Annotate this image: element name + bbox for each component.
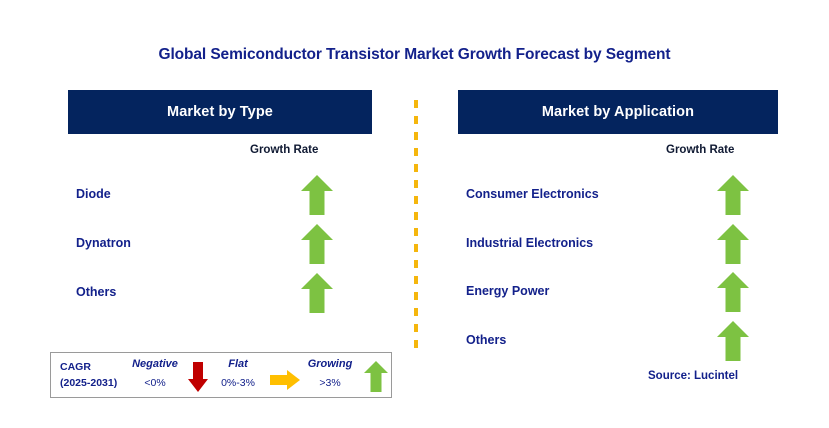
list-item[interactable]: Others — [458, 320, 778, 369]
panel-market-by-type: Market by Type Growth Rate Diode Dynatro… — [68, 90, 372, 313]
arrow-up-icon — [300, 174, 334, 216]
arrow-right-icon — [269, 369, 301, 391]
legend-entry-negative: Negative <0% — [127, 357, 183, 391]
segment-label: Energy Power — [466, 284, 550, 298]
segment-label: Dynatron — [76, 236, 131, 250]
legend-title-line1: CAGR — [60, 361, 91, 373]
source-note: Source: Lucintel — [648, 370, 739, 382]
arrow-up-icon — [300, 272, 334, 314]
legend-entry-name: Growing — [307, 358, 353, 370]
legend-entry-name: Flat — [228, 358, 248, 370]
segment-label: Others — [76, 285, 117, 299]
legend-entry-value: <0% — [144, 377, 166, 389]
segment-label: Industrial Electronics — [466, 235, 594, 250]
arrow-down-icon — [187, 361, 209, 393]
column-header-growth-rate-left: Growth Rate — [250, 144, 319, 156]
segment-list-right: Consumer Electronics Industrial Electron… — [458, 174, 778, 368]
list-item[interactable]: Consumer Electronics — [458, 174, 778, 223]
list-item[interactable]: Others — [68, 272, 372, 321]
legend-cagr: CAGR (2025-2031) Negative <0% Flat 0%-3%… — [50, 352, 392, 398]
panel-header-market-by-type: Market by Type — [68, 90, 372, 134]
legend-entry-value: 0%-3% — [221, 377, 255, 389]
page-title: Global Semiconductor Transistor Market G… — [158, 46, 671, 63]
list-item[interactable]: Industrial Electronics — [458, 223, 778, 272]
arrow-up-icon — [716, 271, 750, 313]
legend-entry-growing: Growing >3% — [301, 357, 359, 391]
arrow-up-icon — [363, 360, 389, 393]
legend-entry-value: >3% — [319, 377, 341, 389]
segment-label: Others — [466, 332, 507, 347]
segment-label: Consumer Electronics — [466, 187, 599, 201]
arrow-up-icon — [300, 223, 334, 265]
vertical-dashed-divider — [414, 100, 418, 350]
arrow-up-icon — [716, 174, 750, 216]
list-item[interactable]: Energy Power — [458, 271, 778, 320]
segment-label: Diode — [76, 187, 111, 201]
column-header-growth-rate-right: Growth Rate — [666, 144, 735, 156]
legend-title-line2: (2025-2031) — [60, 377, 118, 389]
legend-title: CAGR (2025-2031) — [60, 359, 117, 391]
arrow-up-icon — [716, 223, 750, 265]
list-item[interactable]: Dynatron — [68, 223, 372, 272]
arrow-up-icon — [716, 320, 750, 362]
panel-market-by-application: Market by Application Growth Rate Consum… — [458, 90, 778, 361]
list-item[interactable]: Diode — [68, 174, 372, 223]
panel-header-market-by-application: Market by Application — [458, 90, 778, 134]
legend-entry-name: Negative — [132, 358, 178, 370]
legend-entry-flat: Flat 0%-3% — [211, 357, 265, 391]
segment-list-left: Diode Dynatron Others — [68, 174, 372, 321]
